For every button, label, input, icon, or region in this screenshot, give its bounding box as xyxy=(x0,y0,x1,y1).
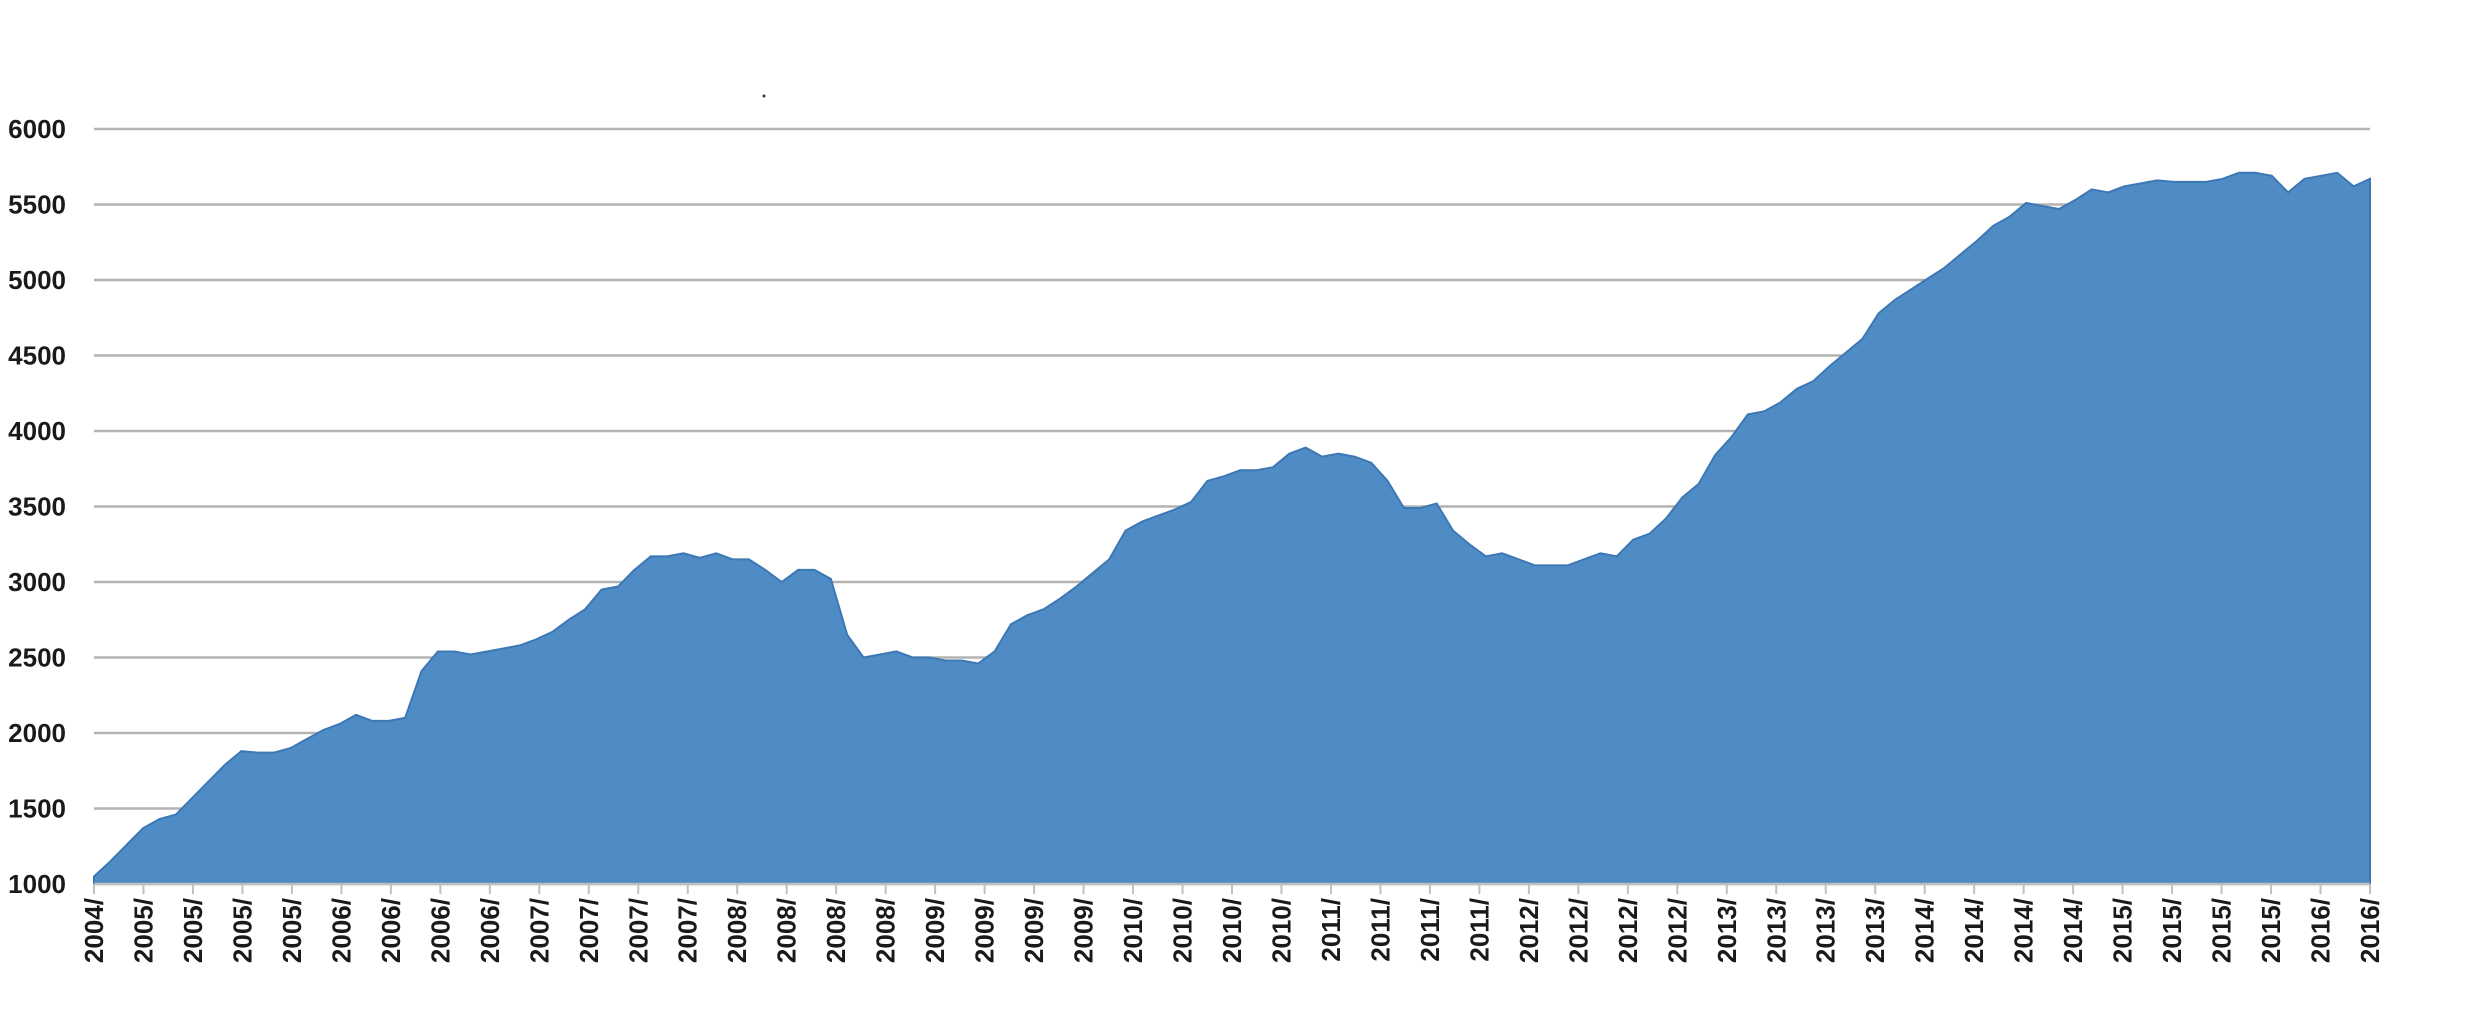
area-fill xyxy=(93,171,2371,885)
x-tick-label: 2006/ xyxy=(326,898,356,963)
x-tick-label: 2014/ xyxy=(2009,898,2039,963)
x-tick-label: 2013/ xyxy=(1761,898,1791,963)
x-tick-label: 2008/ xyxy=(871,898,901,963)
x-tick-label: 2007/ xyxy=(524,898,554,963)
x-tick-label: 2011/ xyxy=(1365,898,1395,962)
x-tick-label: 2013/ xyxy=(1811,898,1841,963)
x-tick-label: 2012/ xyxy=(1514,898,1544,963)
x-tick-label: 2012/ xyxy=(1662,898,1692,963)
y-tick-label: 3500 xyxy=(8,492,66,522)
x-tick-label: 2014/ xyxy=(1959,898,1989,963)
x-tick-label: 2010/ xyxy=(1266,898,1296,963)
x-tick-label: 2011/ xyxy=(1316,898,1346,962)
x-tick-label: 2010/ xyxy=(1118,898,1148,963)
x-tick-label: 2006/ xyxy=(475,898,505,963)
x-axis xyxy=(93,882,2371,894)
x-tick-label: 2016/ xyxy=(2306,898,2336,963)
x-tick-label: 2010/ xyxy=(1168,898,1198,963)
y-tick-label: 3000 xyxy=(8,567,66,597)
x-tick-label: 2007/ xyxy=(673,898,703,963)
x-tick-label: 2012/ xyxy=(1613,898,1643,963)
x-tick-label: 2006/ xyxy=(425,898,455,963)
area-series xyxy=(93,171,2371,885)
x-tick-label: 2009/ xyxy=(1069,898,1099,963)
y-tick-label: 4500 xyxy=(8,341,66,371)
y-tick-label: 1500 xyxy=(8,794,66,824)
x-tick-label: 2009/ xyxy=(1019,898,1049,963)
x-tick-label: 2011/ xyxy=(1464,898,1494,962)
x-tick-label: 2004/ xyxy=(79,898,109,963)
x-tick-label: 2009/ xyxy=(970,898,1000,963)
x-tick-label: 2013/ xyxy=(1712,898,1742,963)
x-tick-label: 2011/ xyxy=(1415,898,1445,962)
y-axis-tick-labels: 1000 1500 2000 2500 3000 3500 4000 4500 5000 5500… xyxy=(8,114,66,899)
x-tick-label: 2005/ xyxy=(277,898,307,963)
x-tick-label: 2008/ xyxy=(772,898,802,963)
x-tick-label: 2005/ xyxy=(178,898,208,963)
x-tick-label: 2010/ xyxy=(1217,898,1247,963)
x-tick-label: 2015/ xyxy=(2157,898,2187,963)
x-tick-label: 2008/ xyxy=(722,898,752,963)
x-tick-label: 2005/ xyxy=(128,898,158,963)
x-tick-label: 2014/ xyxy=(1910,898,1940,963)
y-tick-label: 2000 xyxy=(8,718,66,748)
x-tick-label: 2007/ xyxy=(623,898,653,963)
y-tick-label: 4000 xyxy=(8,416,66,446)
x-tick-label: 2008/ xyxy=(821,898,851,963)
y-tick-label: 6000 xyxy=(8,114,66,144)
y-tick-label: 5000 xyxy=(8,265,66,295)
x-tick-label: 2015/ xyxy=(2207,898,2237,963)
x-tick-label: 2016/ xyxy=(2355,898,2385,963)
x-tick-label: 2015/ xyxy=(2108,898,2138,963)
x-tick-label: 2007/ xyxy=(574,898,604,963)
y-tick-label: 5500 xyxy=(8,190,66,220)
stray-dot-mark xyxy=(762,94,766,98)
x-tick-label: 2012/ xyxy=(1563,898,1593,963)
x-tick-label: 2005/ xyxy=(227,898,257,963)
x-tick-label: 2013/ xyxy=(1860,898,1890,963)
x-tick-label: 2014/ xyxy=(2058,898,2088,963)
x-tick-label: 2009/ xyxy=(920,898,950,963)
x-tick-label: 2015/ xyxy=(2256,898,2286,963)
x-axis-tick-labels: 2004/2005/2005/2005/2005/2006/2006/2006/… xyxy=(79,898,2385,963)
x-tick-label: 2006/ xyxy=(376,898,406,963)
y-tick-label: 2500 xyxy=(8,643,66,673)
y-tick-label: 1000 xyxy=(8,869,66,899)
